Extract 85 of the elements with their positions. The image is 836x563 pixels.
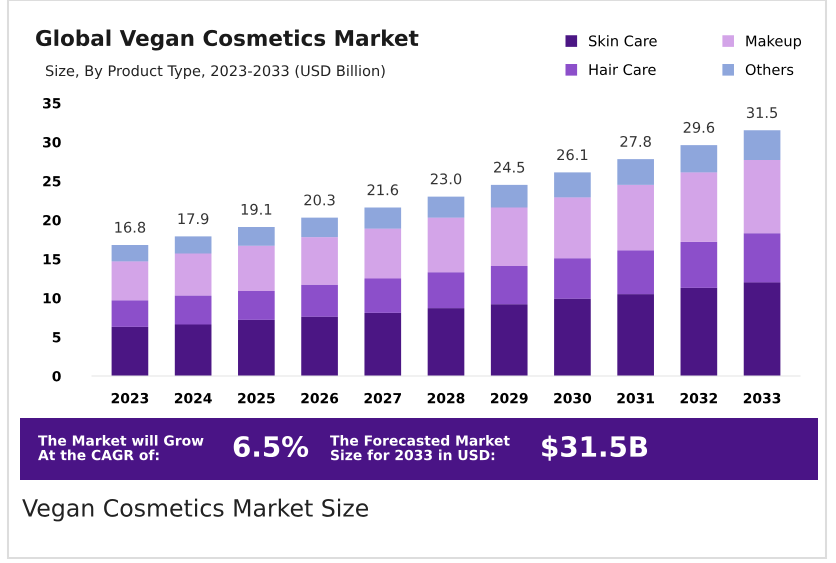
x-tick-label: 2028 (428, 392, 464, 404)
y-tick-label: 20 (43, 214, 61, 226)
total-label: 21.6 (368, 184, 398, 196)
y-tick-label: 35 (43, 98, 60, 108)
bar (490, 266, 528, 304)
total-label: 27.8 (620, 136, 651, 147)
bar (490, 304, 528, 376)
x-tick-label: 2031 (617, 392, 654, 404)
bar (490, 208, 528, 266)
bar (554, 258, 591, 299)
bar (428, 196, 464, 218)
bar (554, 298, 591, 376)
bar (680, 172, 718, 242)
bar (617, 250, 654, 294)
bar (617, 294, 654, 376)
bar (490, 184, 528, 208)
x-tick-label: 2033 (744, 392, 780, 404)
legend-label: Makeup (746, 35, 802, 50)
y-tick-label: 5 (52, 332, 60, 342)
y-tick-label: 10 (44, 292, 61, 304)
bar (617, 159, 654, 185)
bar (112, 300, 148, 327)
total-label: 24.5 (494, 162, 524, 173)
chart-title: Global Vegan Cosmetics Market (36, 30, 418, 50)
total-label: 23.0 (430, 173, 462, 184)
total-label: 17.9 (178, 213, 208, 224)
bar (238, 246, 275, 291)
total-label: 31.5 (746, 107, 778, 118)
total-label: 29.6 (684, 122, 714, 133)
bar (301, 316, 338, 376)
bar (680, 242, 718, 288)
x-tick-label: 2029 (490, 392, 528, 404)
total-label: 26.1 (557, 149, 588, 160)
bar (174, 236, 212, 254)
x-tick-label: 2026 (301, 392, 338, 404)
x-tick-label: 2024 (174, 392, 212, 404)
total-label: 16.8 (115, 222, 146, 233)
x-tick-label: 2032 (680, 392, 717, 404)
bar (364, 208, 402, 229)
bar (112, 326, 148, 376)
y-tick-label: 25 (43, 176, 60, 186)
bar (680, 145, 718, 172)
bar (238, 290, 275, 320)
bar (364, 228, 402, 278)
bar (554, 172, 591, 198)
bar (174, 296, 212, 325)
bar (428, 218, 464, 272)
bar (364, 278, 402, 313)
bar (112, 244, 148, 262)
bar (301, 237, 338, 285)
bar (174, 324, 212, 376)
bar (744, 130, 780, 160)
chart-subtitle: Size, By Product Type, 2023-2033 (USD Billion) (46, 64, 385, 80)
total-label: 19.1 (242, 204, 272, 215)
bar (617, 184, 654, 250)
bar (174, 254, 212, 296)
bar (301, 284, 338, 317)
bar (238, 227, 275, 246)
bar (238, 320, 275, 376)
bar (744, 282, 780, 376)
bar (112, 261, 148, 300)
bar (428, 272, 464, 308)
x-tick-label: 2030 (554, 392, 592, 404)
bar (680, 288, 718, 376)
bar (554, 197, 591, 258)
legend-label: Others (746, 64, 794, 76)
bar (744, 160, 780, 234)
bar (744, 233, 780, 282)
legend-label: Hair Care (590, 64, 656, 76)
text: Vegan Cosmetics Market Size (22, 498, 368, 522)
text: The Forecasted Market Size for 2033 in USD: (330, 435, 510, 460)
bar (428, 308, 464, 376)
x-tick-label: 2023 (112, 392, 148, 404)
x-tick-label: 2027 (364, 392, 402, 404)
legend-label: Skin Care (589, 35, 657, 46)
text: 6.5% (234, 436, 308, 458)
text: $31.5B (542, 436, 648, 461)
y-tick-label: 0 (52, 370, 61, 382)
y-tick-label: 15 (44, 254, 60, 264)
total-label: 20.3 (304, 194, 335, 206)
x-tick-label: 2025 (238, 392, 275, 404)
y-tick-label: 30 (43, 136, 61, 148)
text: The Market will Grow At the CAGR of: (38, 435, 204, 460)
bar (301, 218, 338, 238)
bar (364, 312, 402, 376)
